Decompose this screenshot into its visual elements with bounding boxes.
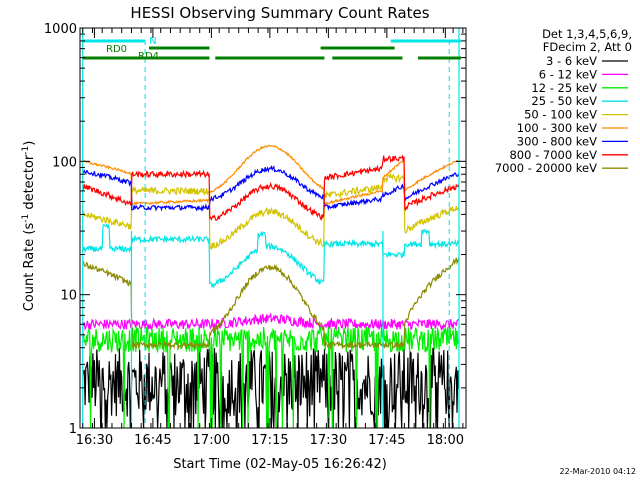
- plot-frame: [79, 27, 467, 429]
- legend-label-3: 12 - 25 keV: [531, 81, 597, 95]
- legend-label-5: 50 - 100 keV: [524, 108, 597, 122]
- legend-label-4: 25 - 50 keV: [531, 94, 597, 108]
- x-tick-label-1: 16:30: [76, 433, 113, 448]
- legend-label-2: 6 - 12 keV: [539, 67, 597, 81]
- y-tick-label-3: 100: [52, 155, 77, 170]
- y-axis-label: Count Rate (s-1 detector-1): [21, 141, 37, 312]
- series-line-7: [82, 164, 460, 212]
- series-line-5: [82, 172, 460, 250]
- series-line-2: [82, 312, 460, 332]
- y-tick-label-1: 1: [69, 422, 77, 437]
- series-line-6: [82, 144, 459, 207]
- night-label: N: [149, 36, 156, 47]
- legend-label-8: 800 - 7000 keV: [509, 148, 597, 162]
- flag-label-rd0: RD0: [106, 44, 127, 55]
- footer-date: 22-Mar-2010 04:12: [560, 467, 637, 476]
- x-tick-label-4: 17:15: [251, 433, 288, 448]
- series-line-4: [82, 222, 460, 289]
- series-line-1: [82, 347, 460, 428]
- x-tick-label-6: 17:45: [368, 433, 405, 448]
- flag-label-rd4: RD4: [138, 51, 159, 62]
- chart-title: HESSI Observing Summary Count Rates: [130, 4, 429, 22]
- x-tick-label-2: 16:45: [134, 433, 171, 448]
- legend-label-1: 3 - 6 keV: [546, 54, 597, 68]
- y-tick-label-4: 1000: [44, 22, 77, 37]
- legend-label-9: 7000 - 20000 keV: [495, 161, 597, 175]
- series-line-8: [82, 154, 460, 222]
- legend-label-6: 100 - 300 keV: [517, 121, 597, 135]
- x-tick-label-3: 17:00: [193, 433, 230, 448]
- legend-header-line-2: FDecim 2, Att 0: [543, 40, 632, 54]
- y-tick-label-2: 10: [60, 289, 77, 304]
- x-tick-label-7: 18:00: [427, 433, 464, 448]
- legend: Det 1,3,4,5,6,9, FDecim 2, Att 0 3 - 6 k…: [495, 27, 632, 175]
- x-tick-label-5: 17:30: [310, 433, 347, 448]
- x-axis-label: Start Time (02-May-05 16:26:42): [173, 457, 387, 472]
- legend-header-line-1: Det 1,3,4,5,6,9,: [542, 27, 632, 41]
- legend-label-7: 300 - 800 keV: [517, 134, 597, 148]
- plot-data-area: [82, 144, 460, 428]
